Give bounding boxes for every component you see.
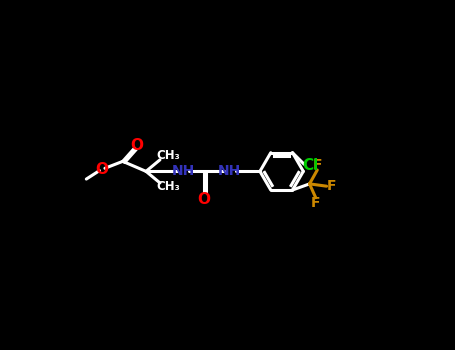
- Text: NH: NH: [218, 164, 241, 178]
- Text: CH₃: CH₃: [157, 149, 180, 162]
- Text: F: F: [311, 196, 320, 210]
- Text: F: F: [327, 179, 337, 193]
- Text: Cl: Cl: [302, 158, 318, 173]
- Text: O: O: [197, 193, 211, 207]
- Text: O: O: [96, 162, 108, 176]
- Text: CH₃: CH₃: [157, 180, 180, 193]
- Text: NH: NH: [172, 164, 195, 178]
- Text: O: O: [130, 139, 143, 153]
- Text: F: F: [313, 159, 322, 173]
